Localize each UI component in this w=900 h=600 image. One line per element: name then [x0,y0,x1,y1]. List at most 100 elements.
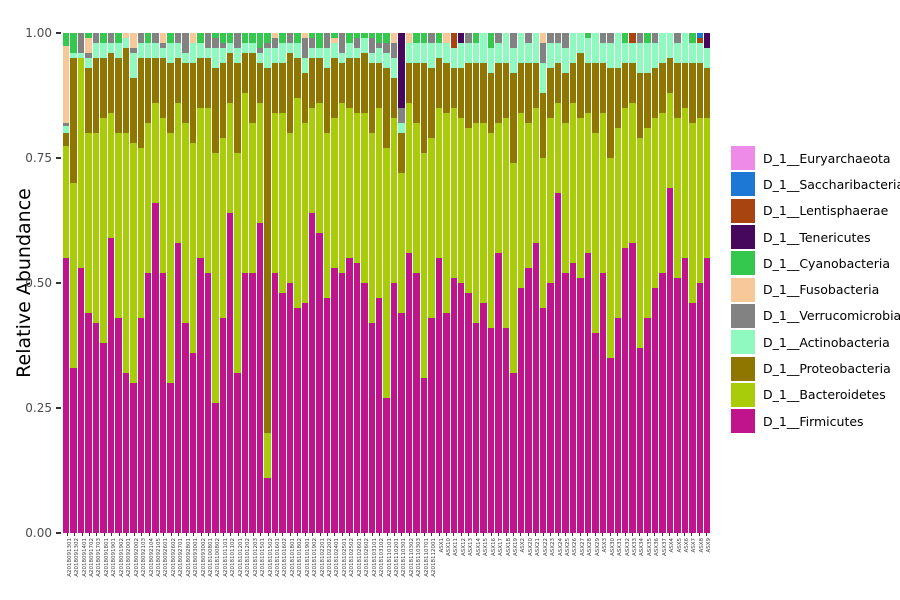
stacked-bar [517,33,525,533]
bar-segment [219,43,226,48]
bar-segment [390,58,398,78]
bar-segment [361,53,368,113]
stacked-bar [122,33,130,533]
legend-item: D_1__Actinobacteria [731,329,900,355]
legend-swatch [731,330,755,355]
stacked-bar [547,33,554,533]
y-tick-mark [56,157,61,159]
x-tick: A2018101501 [256,533,266,597]
bar-segment [316,48,323,58]
bar-segment [562,73,569,123]
bar-segment [577,33,584,53]
bar-segment [465,33,472,43]
stacked-bar [115,33,122,533]
bar-segment [510,163,517,373]
bar-segment [368,133,376,323]
x-tick: A2018102401 [331,533,340,597]
x-tick: ASX1 [435,533,445,597]
bar-segment [182,33,189,53]
bar-segment [100,343,107,533]
bar-segment [562,48,569,73]
bar-segment [226,33,234,43]
bar-segment [607,43,614,68]
bar-segment [256,48,264,53]
bar-segment [540,33,547,43]
bar-segment [294,58,301,98]
bar-segment [696,33,703,38]
legend-label: D_1__Proteobacteria [763,361,891,377]
bar-segment [338,63,346,103]
bar-segment [413,273,420,533]
bar-segment [361,38,368,53]
bar-segment [301,123,308,303]
stacked-bar [316,33,323,533]
bar-segment [398,33,405,108]
bar-segment [264,68,271,433]
bar-segment [368,38,376,53]
bar-segment [77,33,85,53]
bar-segment [122,133,130,373]
bar-segment [338,53,346,63]
bar-segment [554,193,562,533]
bar-segment [130,33,137,48]
bar-segment [182,53,189,63]
bar-segment [599,113,607,273]
x-tick: A2018091302 [70,533,80,597]
stacked-bar [159,33,167,533]
x-tick: A2018092001 [123,533,132,597]
stacked-bar [249,33,256,533]
stacked-bar [614,33,621,533]
legend-label: D_1__Firmicutes [763,413,864,429]
bar-segment [584,113,592,253]
bar-segment [689,33,696,43]
stacked-bar [703,33,711,533]
bar-segment [659,273,666,533]
bar-segment [666,33,674,58]
bar-segment [256,53,264,63]
bar-segment [167,133,174,383]
bar-segment [107,43,115,53]
stacked-bar [584,33,592,533]
bar-segment [487,48,495,73]
bar-segment [450,48,458,68]
stacked-bar [443,33,450,533]
bar-segment [70,53,77,58]
bar-segment [63,33,70,46]
bar-segment [666,188,674,533]
bar-segment [540,308,547,533]
bar-segment [122,33,130,38]
bar-segment [599,43,607,63]
bar-segment [681,63,689,108]
bar-segment [331,268,338,533]
stacked-bar [294,33,301,533]
bar-segment [286,283,294,533]
bar-segment [510,373,517,533]
bar-segment [130,48,137,53]
bar-segment [197,33,204,43]
bar-segment [569,63,577,103]
bar-segment [383,43,390,53]
bar-segment [510,33,517,48]
bar-segment [346,108,353,258]
bar-segment [204,33,212,48]
legend-label: D_1__Saccharibacteria [763,176,900,192]
bar-segment [234,373,241,533]
stacked-bar [212,33,219,533]
x-tick: A2018102502 [346,533,355,597]
bar-segment [271,38,279,48]
bar-segment [376,48,383,63]
bar-segment [450,33,458,48]
stacked-bar [353,33,361,533]
bar-segment [584,63,592,113]
bar-segment [226,43,234,53]
bar-segment [443,113,450,313]
bar-segment [70,368,77,533]
bar-segment [353,33,361,38]
x-tick: ASX31 [613,533,623,597]
x-tick: ASX3 [599,533,608,597]
legend-label: D_1__Actinobacteria [763,334,890,350]
bar-segment [510,48,517,73]
bar-segment [398,123,405,133]
bar-segment [294,33,301,43]
bar-segment [212,38,219,48]
